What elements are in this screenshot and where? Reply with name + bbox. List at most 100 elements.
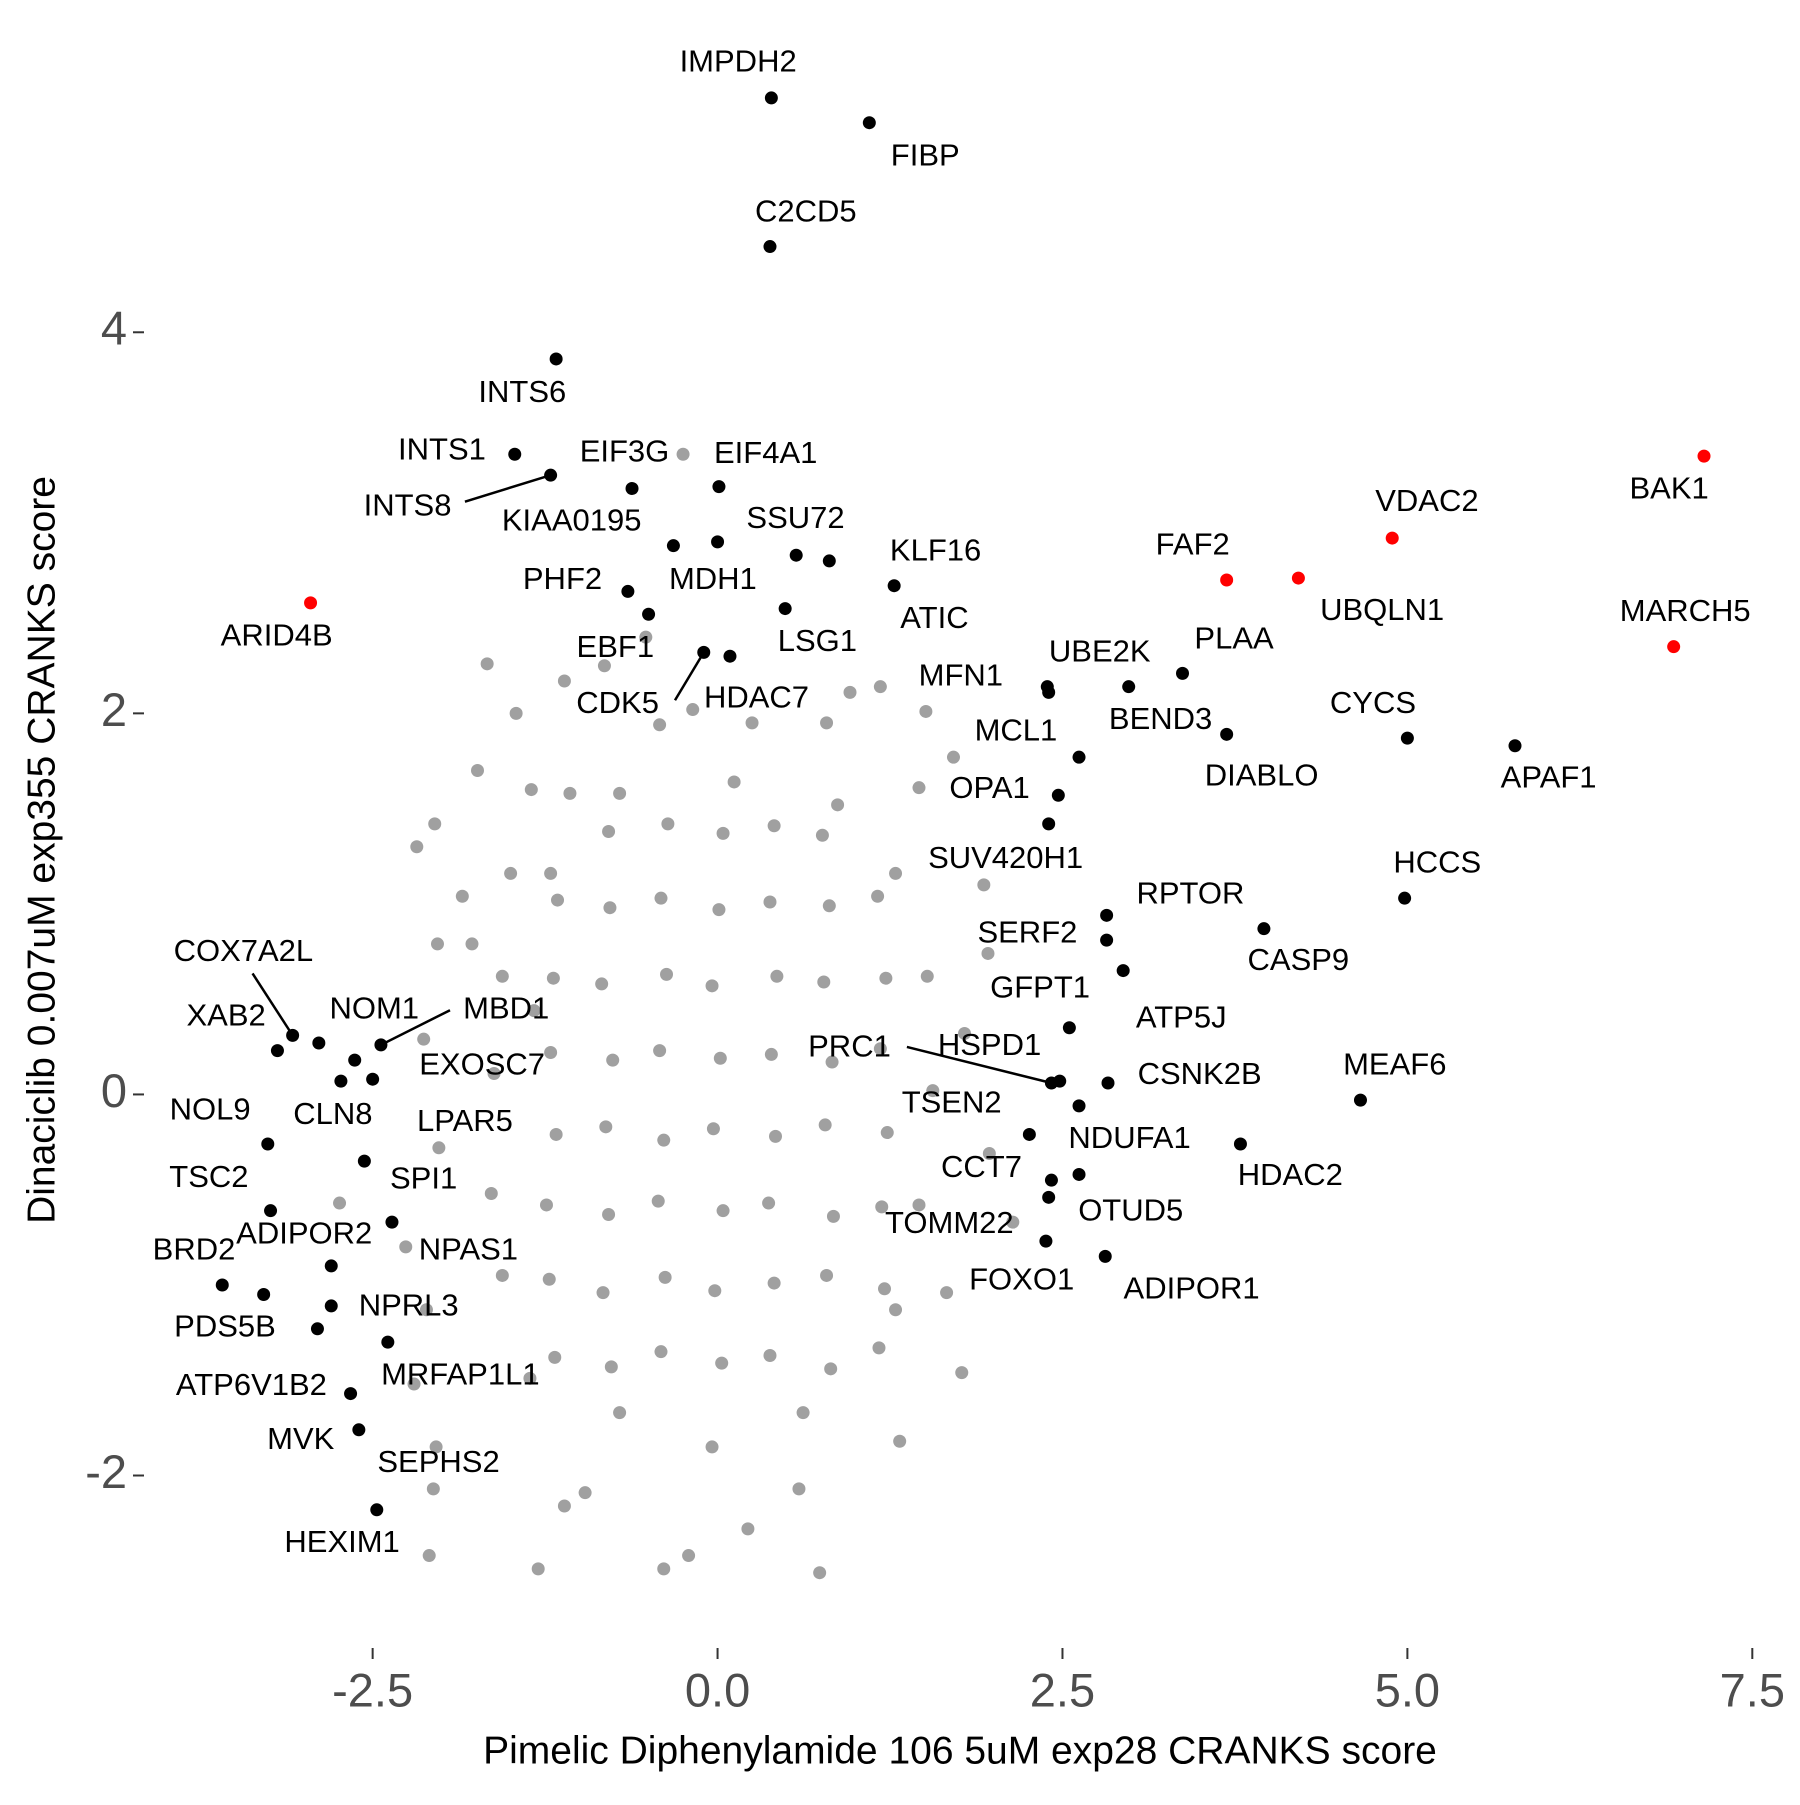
- point-label: MFN1: [919, 657, 1003, 692]
- point: [1400, 731, 1414, 745]
- point: [770, 969, 784, 983]
- point: [711, 535, 725, 549]
- point-label: ADIPOR2: [236, 1215, 372, 1250]
- point: [523, 1371, 537, 1385]
- point: [879, 971, 893, 985]
- point-label: MBD1: [463, 990, 549, 1025]
- point: [596, 1286, 610, 1300]
- point-label: PDS5B: [174, 1308, 276, 1343]
- point: [430, 937, 444, 951]
- point: [1100, 908, 1114, 922]
- point: [1122, 680, 1136, 694]
- point: [455, 889, 469, 903]
- point: [1176, 666, 1190, 680]
- point: [563, 786, 577, 800]
- point: [487, 1066, 501, 1080]
- point: [548, 1350, 562, 1364]
- point: [333, 1196, 347, 1210]
- point: [815, 828, 829, 842]
- point: [465, 937, 479, 951]
- point-label: APAF1: [1501, 760, 1597, 795]
- point: [508, 447, 522, 461]
- x-axis-title: Pimelic Diphenylamide 106 5uM exp28 CRAN…: [483, 1729, 1437, 1772]
- point: [778, 602, 792, 616]
- point: [370, 1503, 384, 1517]
- leader-line: [380, 1009, 451, 1047]
- point: [557, 674, 571, 688]
- point-label: KIAA0195: [502, 503, 642, 538]
- point-label: HEXIM1: [284, 1524, 399, 1559]
- point: [419, 1303, 433, 1317]
- point: [348, 1053, 362, 1067]
- point: [653, 1044, 667, 1058]
- point: [470, 764, 484, 778]
- point-label: HSPD1: [938, 1027, 1041, 1062]
- x-tick-label: 7.5: [1720, 1663, 1785, 1716]
- point-label: EXOSC7: [419, 1047, 545, 1082]
- point: [875, 1200, 889, 1214]
- point: [625, 482, 639, 496]
- point: [676, 447, 690, 461]
- point: [660, 967, 674, 981]
- point-label: CYCS: [1330, 685, 1416, 720]
- point: [1220, 727, 1234, 741]
- point: [480, 657, 494, 671]
- point-label: FOXO1: [969, 1261, 1074, 1296]
- x-tick-label: 5.0: [1375, 1663, 1440, 1716]
- point: [599, 1120, 613, 1134]
- point-label: VDAC2: [1375, 483, 1478, 518]
- y-tick-label: -2: [85, 1445, 127, 1498]
- point: [727, 775, 741, 789]
- leader-line: [673, 651, 705, 701]
- point: [977, 878, 991, 892]
- point-label: HCCS: [1393, 845, 1481, 880]
- point: [873, 1042, 887, 1056]
- point-label: BEND3: [1109, 701, 1212, 736]
- point: [873, 680, 887, 694]
- point: [708, 1284, 722, 1298]
- point-label: NOM1: [329, 990, 419, 1025]
- point: [544, 866, 558, 880]
- point: [381, 1335, 395, 1349]
- point: [763, 895, 777, 909]
- point: [745, 716, 759, 730]
- point: [958, 1026, 972, 1040]
- point: [549, 352, 563, 366]
- point: [352, 1423, 366, 1437]
- leader-line: [464, 473, 551, 503]
- point: [407, 1377, 421, 1391]
- point: [374, 1038, 388, 1052]
- point: [1062, 1021, 1076, 1035]
- point: [818, 1118, 832, 1132]
- point: [527, 1004, 541, 1018]
- point-label: C2CD5: [755, 194, 857, 229]
- point: [546, 971, 560, 985]
- point: [286, 1028, 300, 1042]
- point: [509, 706, 523, 720]
- point: [324, 1259, 338, 1273]
- point: [686, 703, 700, 717]
- point: [1100, 933, 1114, 947]
- point: [1072, 750, 1086, 764]
- point: [495, 969, 509, 983]
- point: [310, 1322, 324, 1336]
- point: [544, 468, 558, 482]
- x-tick-label: 2.5: [1030, 1663, 1095, 1716]
- point: [789, 548, 803, 562]
- point-label: CDK5: [576, 685, 659, 720]
- point-label: EIF4A1: [714, 435, 817, 470]
- point: [1072, 1099, 1086, 1113]
- point-label: EBF1: [577, 629, 655, 664]
- point: [549, 1127, 563, 1141]
- point-label: MCL1: [975, 713, 1058, 748]
- leader-line: [906, 1045, 1052, 1085]
- point: [385, 1215, 399, 1229]
- point-label: SEPHS2: [377, 1444, 499, 1479]
- point: [981, 946, 995, 960]
- point: [767, 819, 781, 833]
- point: [257, 1288, 271, 1302]
- point: [712, 480, 726, 494]
- point: [654, 891, 668, 905]
